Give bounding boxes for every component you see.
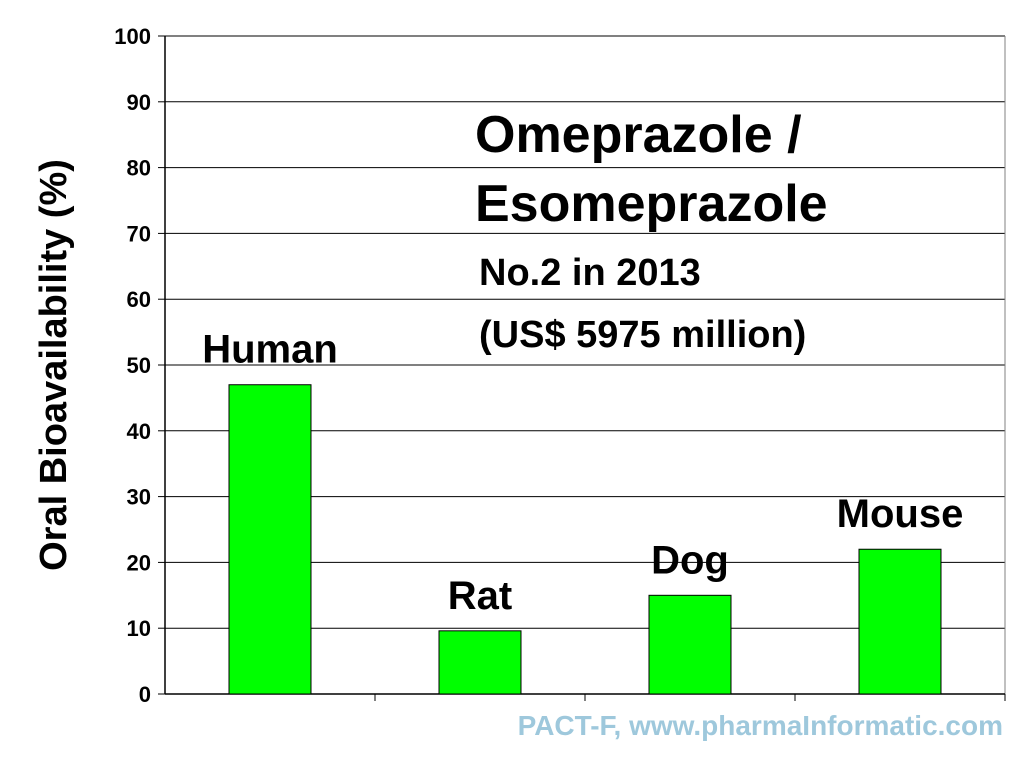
y-tick-label: 20: [127, 550, 151, 575]
y-tick-label: 100: [114, 24, 151, 49]
y-tick-label: 40: [127, 419, 151, 444]
y-tick-label: 80: [127, 156, 151, 181]
watermark: PACT-F, www.pharmaInformatic.com: [518, 710, 1003, 741]
bar-dog: [648, 594, 732, 695]
bar-label-human: Human: [202, 328, 338, 372]
y-tick-label: 60: [127, 287, 151, 312]
bar-label-rat: Rat: [448, 574, 512, 618]
y-tick-label: 0: [139, 682, 151, 707]
bar-human: [228, 384, 312, 695]
chart-title-line-1: Omeprazole /: [475, 106, 802, 164]
y-tick-label: 10: [127, 616, 151, 641]
y-tick-label: 50: [127, 353, 151, 378]
chart-title-line-2: Esomeprazole: [475, 175, 828, 233]
bar-rat: [438, 630, 522, 695]
y-tick-label: 70: [127, 221, 151, 246]
chart-note-rank: No.2 in 2013: [479, 252, 701, 294]
bar-label-mouse: Mouse: [837, 492, 964, 536]
bar-labels: Human Rat Dog Mouse: [202, 328, 963, 618]
y-axis-label: Oral Bioavailability (%): [33, 159, 75, 571]
chart-note-sales: (US$ 5975 million): [479, 314, 806, 356]
bar-mouse: [858, 548, 942, 695]
y-tick-label: 30: [127, 485, 151, 510]
y-tick-labels: 0 10 20 30 40 50 60 70 80 90 100: [114, 24, 151, 707]
bar-label-dog: Dog: [651, 538, 729, 582]
y-tick-label: 90: [127, 90, 151, 115]
bars: [228, 384, 942, 695]
